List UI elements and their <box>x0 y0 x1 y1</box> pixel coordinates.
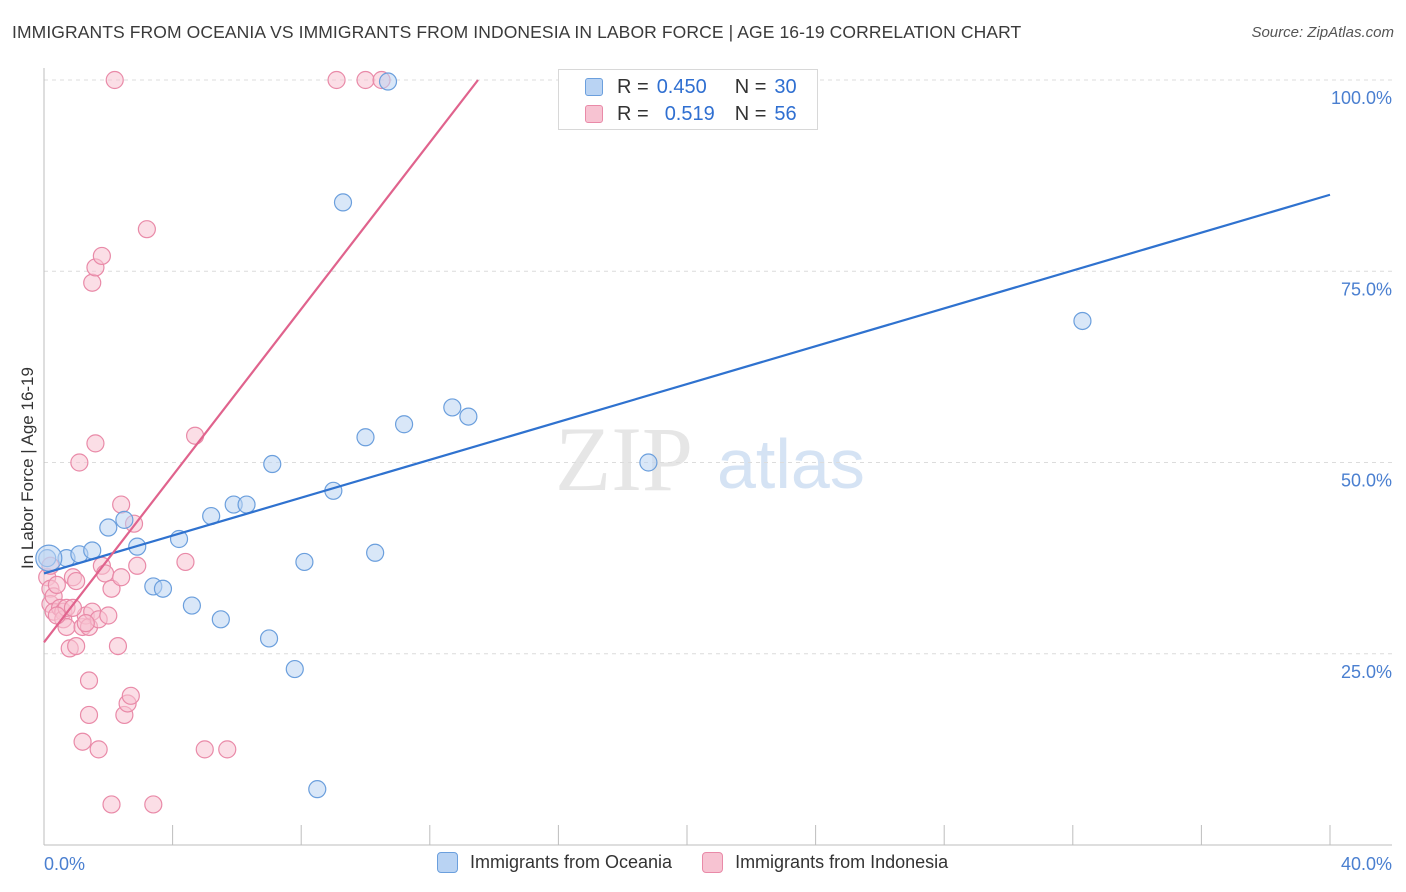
indonesia-point <box>186 426 205 445</box>
indonesia-point <box>83 273 102 292</box>
indonesia-point <box>73 732 92 751</box>
indonesia-point <box>112 495 131 514</box>
oceania-point <box>308 780 327 799</box>
axes <box>43 68 1392 846</box>
oceania-trend-line <box>43 193 1331 575</box>
indonesia-point <box>105 70 124 90</box>
legend-item-oceania[interactable]: Immigrants from Oceania <box>437 852 672 873</box>
r-label: R = <box>617 75 649 98</box>
oceania-point <box>211 610 230 629</box>
oceania-swatch <box>585 78 603 96</box>
y-tick-label: 25.0% <box>1341 662 1392 682</box>
stats-legend: R = 0.450 N = 30 R = 0.519 N = 56 <box>558 69 818 130</box>
indonesia-point <box>218 740 237 759</box>
r-value: 0.450 <box>656 75 707 98</box>
oceania-swatch <box>437 852 458 873</box>
y-tick-label: 50.0% <box>1341 471 1392 491</box>
watermark-atlas: atlas <box>717 425 865 503</box>
indonesia-point <box>76 614 95 633</box>
indonesia-swatch <box>702 852 724 873</box>
y-tick-label: 75.0% <box>1341 279 1392 299</box>
indonesia-point <box>47 575 66 595</box>
indonesia-point <box>356 70 375 90</box>
indonesia-point <box>144 795 163 814</box>
source-credit: Source: ZipAtlas.com <box>1251 24 1394 41</box>
indonesia-point <box>95 564 115 583</box>
legend-item-indonesia[interactable]: Immigrants from Indonesia <box>702 852 948 873</box>
grid <box>44 79 1392 655</box>
oceania-point <box>99 518 118 537</box>
indonesia-point <box>327 70 346 90</box>
oceania-point <box>366 543 385 562</box>
oceania-point <box>263 454 282 474</box>
oceania-point <box>443 398 462 417</box>
y-tick-label: 100.0% <box>1331 88 1392 108</box>
tick-labels: 25.0% 50.0% 75.0% 100.0% 0.0% 40.0% <box>44 88 1392 874</box>
indonesia-point <box>108 636 128 656</box>
indonesia-point <box>99 606 118 625</box>
indonesia-point <box>195 740 214 759</box>
indonesia-point <box>92 246 111 266</box>
oceania-point <box>237 495 256 514</box>
oceania-point <box>285 659 304 679</box>
indonesia-point <box>70 453 89 472</box>
oceania-point <box>394 415 414 434</box>
indonesia-trend-line <box>43 79 479 643</box>
oceania-point <box>639 453 658 472</box>
oceania-point <box>153 579 173 598</box>
r-value: 0.519 <box>664 102 715 125</box>
indonesia-point <box>67 571 86 591</box>
series-legend: Immigrants from Oceania Immigrants from … <box>437 852 978 873</box>
oceania-point <box>459 407 478 426</box>
indonesia-swatch <box>585 105 603 123</box>
legend-label-indonesia: Immigrants from Indonesia <box>735 852 949 872</box>
indonesia-point <box>86 434 105 453</box>
indonesia-point <box>67 636 86 656</box>
oceania-point <box>1073 311 1092 331</box>
n-label: N = <box>734 102 767 125</box>
n-value: 56 <box>774 102 797 125</box>
r-label: R = <box>617 102 649 125</box>
legend-label-oceania: Immigrants from Oceania <box>470 852 673 872</box>
trend-lines <box>43 79 1331 643</box>
indonesia-point <box>89 740 108 759</box>
oceania-point <box>259 629 279 648</box>
indonesia-point <box>176 552 195 572</box>
stats-row-indonesia: R = 0.519 N = 56 <box>585 101 797 127</box>
indonesia-point <box>102 795 121 814</box>
indonesia-point <box>137 220 156 239</box>
series-oceania-points <box>35 72 1092 799</box>
indonesia-point <box>79 705 99 725</box>
y-axis-label: In Labor Force | Age 16-19 <box>18 367 37 569</box>
indonesia-point <box>121 686 140 705</box>
series-indonesia-points <box>38 70 391 814</box>
x-tick-label-min: 0.0% <box>44 854 85 874</box>
oceania-point <box>182 596 201 615</box>
indonesia-point <box>128 556 147 575</box>
watermark-zip: ZIP <box>555 408 693 510</box>
oceania-point <box>295 552 314 572</box>
chart-title: IMMIGRANTS FROM OCEANIA VS IMMIGRANTS FR… <box>12 22 1022 42</box>
indonesia-point <box>47 606 66 625</box>
indonesia-point <box>79 671 99 690</box>
oceania-point <box>333 193 353 212</box>
stats-row-oceania: R = 0.450 N = 30 <box>585 74 797 100</box>
oceania-point-cluster <box>35 544 63 572</box>
n-label: N = <box>734 75 767 98</box>
oceania-point <box>378 72 398 91</box>
oceania-point <box>356 428 375 447</box>
indonesia-point <box>63 598 83 617</box>
oceania-point <box>115 510 134 529</box>
x-tick-label-max: 40.0% <box>1341 854 1392 874</box>
n-value: 30 <box>774 75 797 98</box>
indonesia-point <box>112 568 131 587</box>
